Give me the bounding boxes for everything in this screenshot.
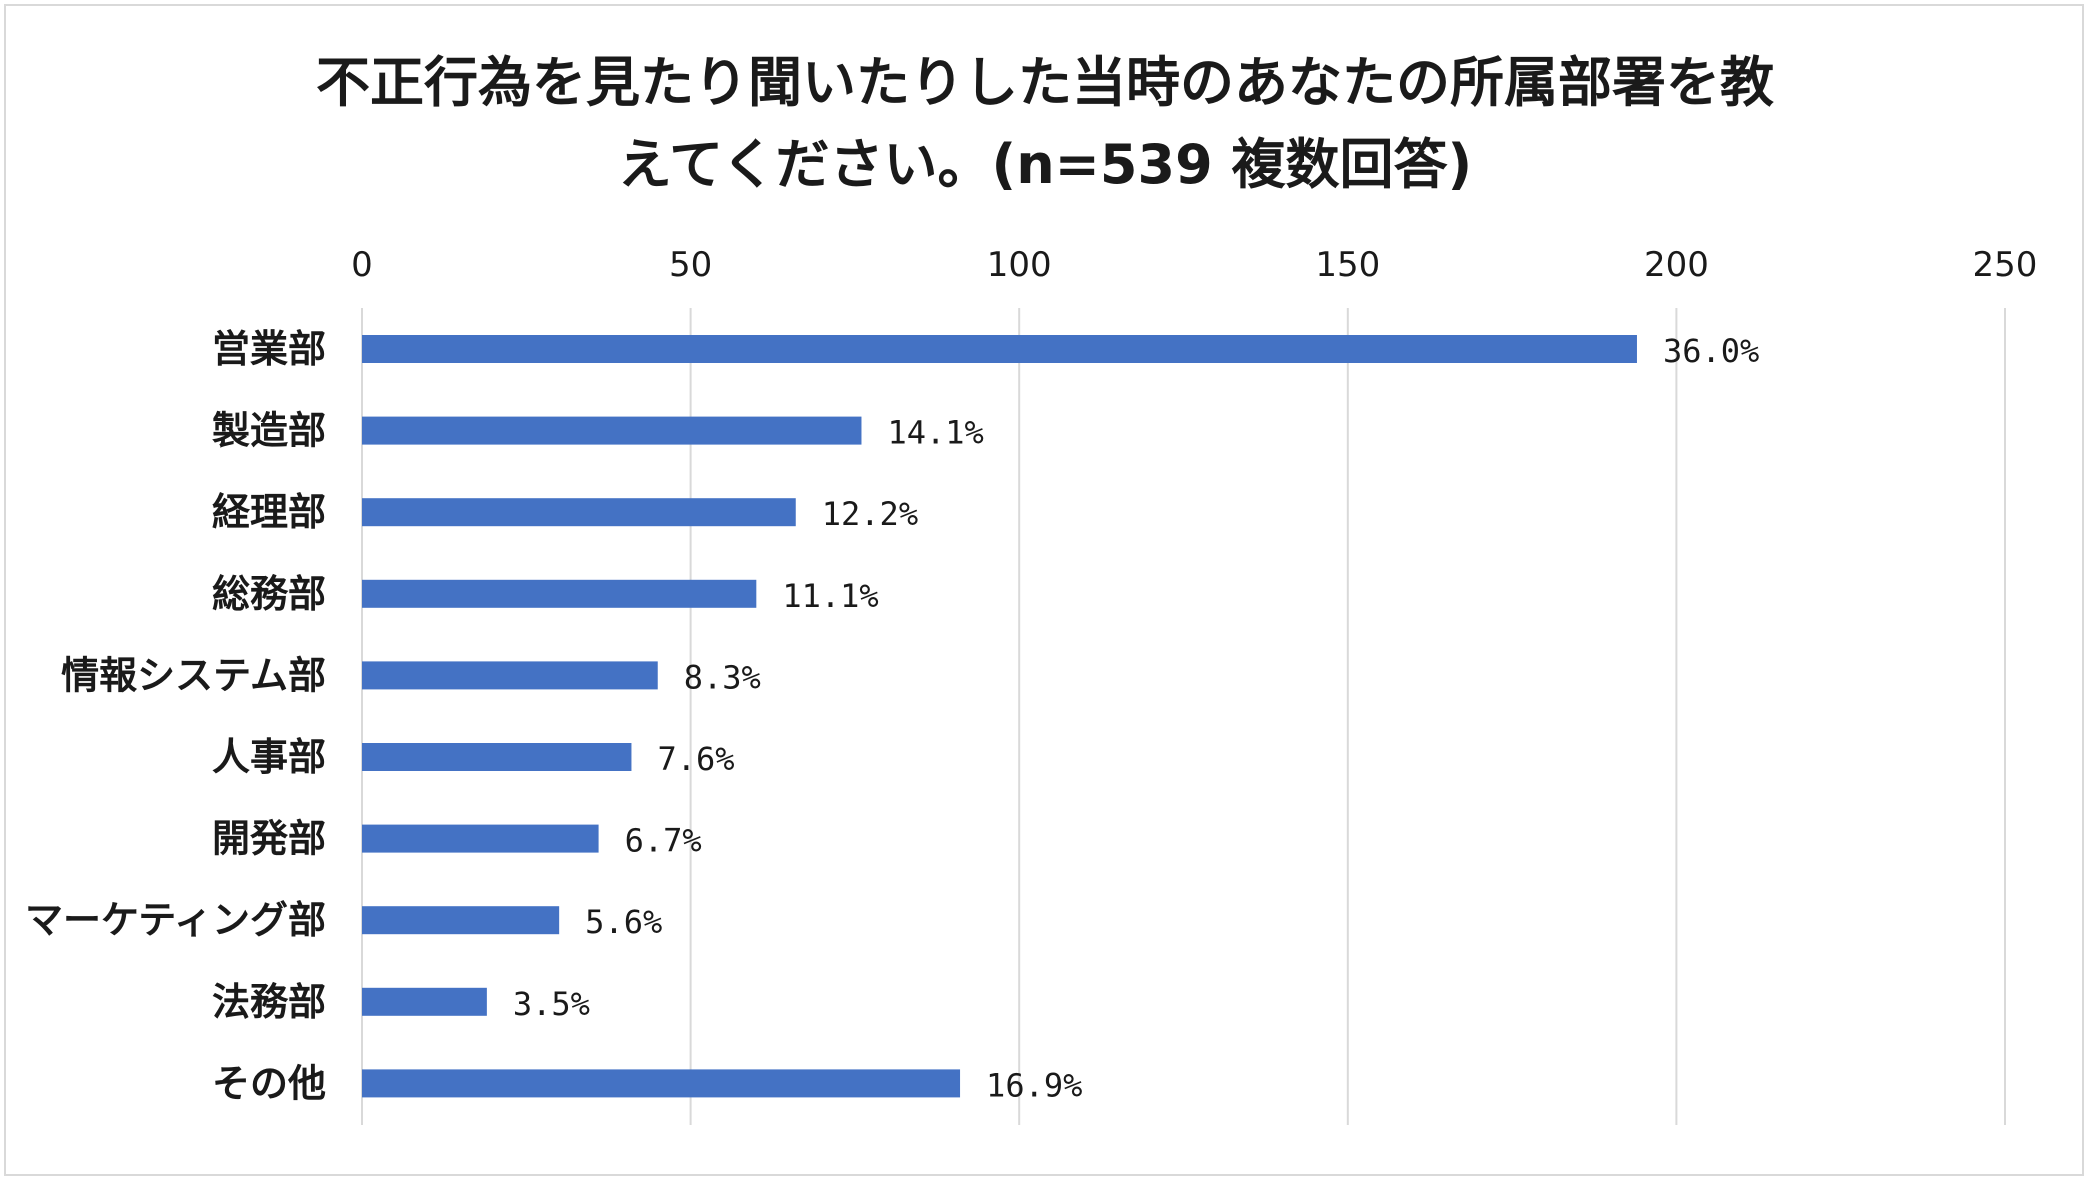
x-tick-label-150: 150: [1315, 245, 1380, 285]
bar-0: [362, 335, 1637, 363]
data-label-2: 12.2%: [822, 495, 918, 533]
bar-3: [362, 579, 757, 608]
category-label-2: 経理部: [212, 490, 326, 534]
x-tick-label-0: 0: [351, 245, 373, 285]
bars: [362, 335, 1637, 1098]
x-tick-label-200: 200: [1644, 245, 1709, 285]
chart-title-line-2: えてください。(n=539 複数回答): [617, 133, 1473, 196]
data-label-9: 16.9%: [986, 1066, 1082, 1104]
bar-9: [362, 1069, 961, 1098]
data-label-8: 3.5%: [513, 985, 590, 1023]
category-label-3: 総務部: [212, 572, 326, 616]
bar-5: [362, 743, 632, 771]
bar-4: [362, 661, 658, 690]
data-label-5: 7.6%: [657, 740, 734, 778]
category-label-0: 営業部: [212, 327, 326, 371]
category-label-9: その他: [212, 1061, 326, 1105]
category-label-8: 法務部: [212, 980, 326, 1024]
data-label-4: 8.3%: [684, 658, 761, 696]
data-label-3: 11.1%: [782, 577, 878, 615]
bar-8: [362, 987, 487, 1016]
data-label-7: 5.6%: [585, 903, 662, 941]
x-axis-ticks: 0 50 100 150 200 250: [351, 245, 2037, 285]
bar-6: [362, 824, 599, 853]
category-label-4: 情報システム部: [61, 653, 326, 697]
data-label-0: 36.0%: [1663, 332, 1759, 370]
bar-2: [362, 498, 796, 527]
category-label-5: 人事部: [212, 735, 326, 779]
data-label-6: 6.7%: [625, 822, 702, 860]
x-tick-label-50: 50: [669, 245, 712, 285]
bar-7: [362, 906, 560, 935]
chart-title-line-1: 不正行為を見たり聞いたりした当時のあなたの所属部署を教: [316, 51, 1774, 114]
data-label-1: 14.1%: [887, 414, 983, 452]
x-tick-label-100: 100: [987, 245, 1052, 285]
category-label-7: マーケティング部: [25, 898, 326, 942]
chart-frame: [4, 4, 2084, 1176]
bar-1: [362, 416, 862, 445]
data-labels: 36.0% 14.1% 12.2% 11.1% 8.3% 7.6% 6.7% 5.6% 3.5%…: [513, 332, 1759, 1104]
chart-title: 不正行為を見たり聞いたりした当時のあなたの所属部署を教 えてください。(n=53…: [0, 42, 2090, 206]
x-tick-label-250: 250: [1973, 245, 2038, 285]
category-label-1: 製造部: [212, 409, 326, 453]
category-label-6: 開発部: [212, 817, 326, 861]
